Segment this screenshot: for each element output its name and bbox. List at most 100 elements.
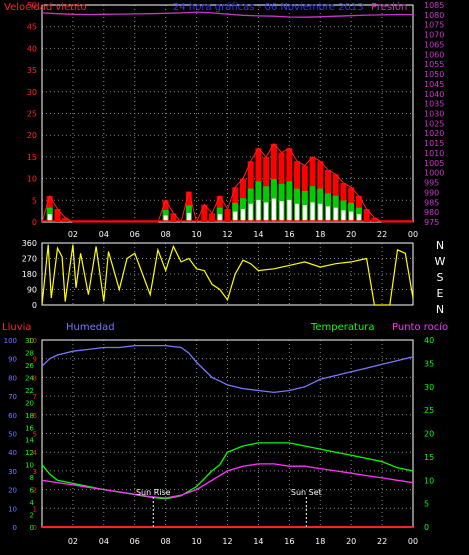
pressure-y-tick: 980	[424, 208, 439, 217]
bottom-x-tick: 16	[284, 537, 294, 546]
wind-gust-bar	[54, 208, 61, 222]
dew-y-tick: 10	[424, 476, 434, 485]
rain-y-tick: 1	[33, 505, 37, 513]
humidity-y-tick: 30	[8, 468, 17, 476]
wind-y-tick: 15	[27, 153, 37, 162]
rain-y-tick: 7	[33, 393, 37, 401]
pressure-y-tick: 1025	[424, 119, 444, 128]
rain-axis-label: Lluvia	[2, 322, 32, 333]
sunrise-label: Sun Rise	[136, 488, 171, 497]
wind-min-bar	[47, 214, 52, 222]
rain-y-tick: 4	[33, 449, 38, 457]
temp-y-tick: 30	[25, 337, 34, 345]
temperature-axis-label: Temperatura	[310, 322, 375, 333]
temp-y-tick: 12	[25, 449, 34, 457]
wind-min-bar	[256, 199, 261, 222]
bottom-x-tick: 20	[346, 537, 356, 546]
dewpoint-line	[41, 463, 414, 499]
top-x-tick: 12	[222, 230, 232, 239]
dew-y-tick: 15	[424, 453, 434, 462]
pressure-y-tick: 1015	[424, 139, 444, 148]
pressure-y-tick: 1045	[424, 80, 444, 89]
wind-gust-bar	[209, 213, 216, 222]
pressure-y-tick: 1065	[424, 40, 444, 49]
bottom-x-tick: 10	[191, 537, 201, 546]
pressure-y-tick: 975	[424, 218, 439, 227]
top-x-tick: 16	[284, 230, 294, 239]
direction-y-tick: 90	[27, 286, 37, 295]
temp-y-tick: 10	[25, 462, 34, 470]
rain-y-tick: 0	[33, 524, 37, 532]
pressure-y-tick: 1040	[424, 90, 444, 99]
wind-min-bar	[264, 202, 269, 222]
humidity-y-tick: 70	[8, 393, 17, 401]
wind-gust-bar	[62, 217, 69, 222]
wind-gust-bar	[371, 217, 378, 222]
pressure-y-tick: 1055	[424, 60, 444, 69]
temp-y-tick: 16	[25, 424, 34, 432]
dew-y-tick: 20	[424, 430, 434, 439]
pressure-y-tick: 1085	[424, 1, 444, 10]
top-x-tick: 22	[377, 230, 387, 239]
temp-y-tick: 18	[25, 412, 34, 420]
top-x-tick: 02	[68, 230, 78, 239]
bottom-x-tick: 22	[377, 537, 387, 546]
pressure-y-tick: 1000	[424, 169, 444, 178]
humidity-axis-label: Humedad	[66, 322, 115, 333]
temp-y-tick: 2	[30, 512, 34, 520]
wind-min-bar	[333, 207, 338, 222]
pressure-y-tick: 1080	[424, 11, 444, 20]
humidity-y-tick: 10	[8, 505, 17, 513]
temp-y-tick: 8	[30, 474, 34, 482]
wind-min-bar	[356, 214, 361, 222]
bottom-x-tick: 06	[130, 537, 140, 546]
humidity-line	[41, 344, 414, 394]
humidity-y-tick: 40	[8, 449, 17, 457]
humidity-y-tick: 60	[8, 412, 17, 420]
top-x-tick: 18	[315, 230, 325, 239]
wind-y-tick: 30	[27, 88, 37, 97]
rain-y-tick: 6	[33, 412, 38, 420]
rain-y-tick: 10	[28, 337, 37, 345]
wind-min-bar	[271, 198, 276, 222]
temp-y-tick: 4	[30, 499, 35, 507]
direction-line	[41, 244, 414, 306]
temp-y-tick: 22	[25, 387, 34, 395]
wind-min-bar	[240, 208, 245, 222]
wind-min-bar	[186, 212, 191, 222]
pressure-y-tick: 1035	[424, 100, 444, 109]
wind-min-bar	[325, 206, 330, 222]
top-x-tick: 14	[253, 230, 263, 239]
pressure-y-tick: 1020	[424, 129, 444, 138]
bottom-x-tick: 00	[408, 537, 418, 546]
pressure-y-tick: 1030	[424, 110, 444, 119]
temp-y-tick: 6	[30, 487, 35, 495]
pressure-line	[41, 11, 414, 18]
rain-y-tick: 2	[33, 487, 37, 495]
top-x-tick: 04	[99, 230, 109, 239]
compass-label: E	[437, 287, 444, 300]
wind-min-bar	[310, 202, 315, 222]
bottom-x-tick: 18	[315, 537, 325, 546]
wind-gust-bar	[224, 208, 231, 222]
temp-y-tick: 28	[25, 349, 34, 357]
dew-y-tick: 40	[424, 336, 434, 345]
sunset-label: Sun Set	[291, 488, 322, 497]
temp-y-tick: 0	[30, 524, 34, 532]
wind-min-bar	[233, 211, 238, 222]
wind-y-tick: 25	[27, 110, 37, 119]
temp-y-tick: 24	[25, 374, 34, 382]
pressure-y-tick: 1010	[424, 149, 444, 158]
direction-y-tick: 180	[22, 270, 37, 279]
humidity-y-tick: 90	[8, 356, 17, 364]
wind-y-tick: 35	[27, 66, 37, 75]
dew-y-tick: 25	[424, 406, 434, 415]
dew-y-tick: 35	[424, 359, 434, 368]
rain-y-tick: 8	[33, 374, 37, 382]
wind-min-bar	[341, 210, 346, 222]
pressure-y-tick: 995	[424, 179, 439, 188]
pressure-axis-label: Presión	[371, 1, 407, 13]
bottom-x-tick: 14	[253, 537, 263, 546]
top-x-tick: 06	[130, 230, 140, 239]
